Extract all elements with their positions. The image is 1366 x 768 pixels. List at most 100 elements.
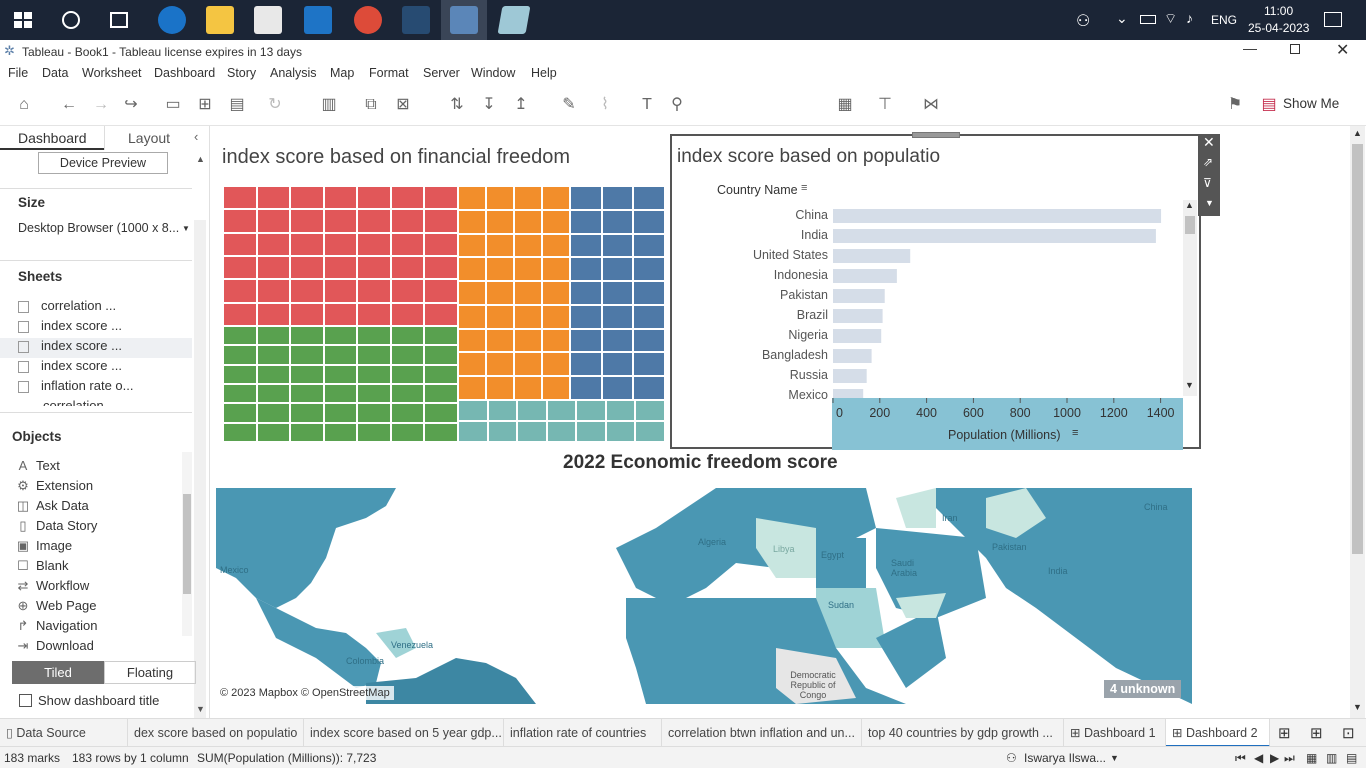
refresh-icon[interactable]: ↻	[268, 96, 282, 113]
treemap-cell[interactable]	[256, 209, 291, 233]
dash-scroll-up-icon[interactable]: ▲	[1353, 128, 1362, 138]
treemap-cell[interactable]	[390, 232, 425, 256]
treemap-cell[interactable]	[390, 345, 425, 365]
dash-scroll-thumb[interactable]	[1352, 144, 1363, 554]
treemap-cell[interactable]	[601, 281, 634, 305]
treemap-cell[interactable]	[290, 345, 324, 365]
treemap-cell[interactable]	[458, 376, 486, 400]
treemap-cell[interactable]	[514, 376, 542, 400]
new-worksheet-icon[interactable]: ▥	[321, 96, 337, 113]
prev-sheet-icon[interactable]: ◀	[1254, 751, 1264, 765]
objects-scrollbar[interactable]	[182, 452, 192, 636]
bar[interactable]	[833, 309, 883, 323]
size-select[interactable]: Desktop Browser (1000 x 8...	[18, 221, 180, 235]
battery-icon[interactable]	[1140, 15, 1156, 24]
treemap-cell[interactable]	[424, 186, 458, 210]
treemap-chart[interactable]	[223, 186, 665, 442]
chart-scroll-thumb[interactable]	[1185, 216, 1195, 234]
treemap-cell[interactable]	[458, 233, 486, 258]
treemap-cell[interactable]	[633, 376, 665, 400]
treemap-cell[interactable]	[542, 209, 570, 234]
tab-sheet[interactable]: top 40 countries by gdp growth ...	[862, 719, 1064, 747]
treemap-cell[interactable]	[514, 352, 542, 377]
swap-icon[interactable]: ⇅	[450, 96, 464, 113]
object-download[interactable]: ⇥ Download	[17, 638, 94, 653]
object-image[interactable]: ▣ Image	[16, 538, 73, 553]
windows-start-icon[interactable]	[14, 12, 32, 28]
tab-data-source[interactable]: ▯ Data Source	[0, 719, 128, 747]
close-window-button[interactable]: ✕	[1336, 42, 1350, 59]
floating-button[interactable]: Floating	[104, 661, 196, 684]
treemap-cell[interactable]	[601, 233, 634, 258]
treemap-cell[interactable]	[256, 279, 291, 303]
treemap-cell[interactable]	[357, 326, 391, 346]
country-label[interactable]: Russia	[790, 368, 828, 382]
bar[interactable]	[833, 349, 872, 363]
treemap-cell[interactable]	[323, 232, 358, 256]
new-story-tab-icon[interactable]: ⊡	[1342, 725, 1355, 742]
treemap-cell[interactable]	[633, 352, 665, 377]
dash-scroll-down-icon[interactable]: ▼	[1353, 702, 1362, 712]
treemap-cell[interactable]	[424, 326, 458, 346]
pin-icon[interactable]: ⚲	[671, 96, 683, 113]
treemap-cell[interactable]	[514, 233, 542, 258]
treemap-cell[interactable]	[256, 232, 291, 256]
treemap-cell[interactable]	[458, 304, 486, 329]
treemap-cell[interactable]	[542, 328, 570, 353]
treemap-cell[interactable]	[290, 403, 324, 423]
object-text[interactable]: A Text	[16, 458, 60, 478]
country-label[interactable]: Mexico	[788, 388, 828, 400]
treemap-cell[interactable]	[290, 302, 324, 326]
chart-scroll-down-icon[interactable]: ▼	[1185, 380, 1194, 390]
treemap-cell[interactable]	[323, 256, 358, 280]
country-label[interactable]: United States	[753, 248, 828, 262]
last-sheet-icon[interactable]: ⏭	[1284, 751, 1295, 765]
treemap-cell[interactable]	[570, 233, 602, 258]
treemap-cell[interactable]	[514, 304, 542, 329]
treemap-cell[interactable]	[357, 279, 391, 303]
menu-worksheet[interactable]: Worksheet	[82, 66, 142, 80]
tab-layout[interactable]: Layout	[104, 126, 190, 150]
treemap-cell[interactable]	[357, 384, 391, 404]
treemap-cell[interactable]	[486, 233, 514, 258]
people-icon[interactable]: ⚇	[1076, 13, 1091, 30]
treemap-cell[interactable]	[517, 400, 547, 421]
share-icon[interactable]: ⋈	[923, 96, 939, 113]
object-navigation[interactable]: ↱ Navigation	[17, 618, 98, 633]
treemap-cell[interactable]	[256, 364, 291, 384]
minimize-button[interactable]: —	[1243, 40, 1257, 56]
tab-sheet[interactable]: dex score based on populatio	[128, 719, 304, 747]
treemap-cell[interactable]	[542, 186, 570, 210]
labels-icon[interactable]: T	[642, 96, 652, 113]
object-extension[interactable]: ⚙ Extension	[17, 478, 94, 493]
treemap-cell[interactable]	[390, 256, 425, 280]
treemap-cell[interactable]	[605, 400, 636, 421]
treemap-cell[interactable]	[633, 304, 665, 329]
menu-dashboard[interactable]: Dashboard	[154, 66, 216, 80]
tableau-prep-icon[interactable]	[402, 6, 430, 34]
scroll-up-icon[interactable]: ▲	[196, 154, 205, 164]
pause-updates-icon[interactable]: ▤	[229, 96, 245, 113]
treemap-cell[interactable]	[323, 186, 358, 210]
treemap-cell[interactable]	[390, 186, 425, 210]
filmstrip-icon[interactable]: ▦	[1306, 751, 1318, 765]
remove-icon[interactable]: ✕	[1203, 134, 1215, 150]
object-web-page[interactable]: ⊕ Web Page	[17, 598, 97, 613]
treemap-cell[interactable]	[256, 403, 291, 423]
treemap-cell[interactable]	[390, 302, 425, 326]
menu-format[interactable]: Format	[369, 66, 409, 80]
tiled-button[interactable]: Tiled	[12, 661, 104, 684]
treemap-cell[interactable]	[458, 209, 486, 234]
show-me-icon[interactable]: ▤	[1261, 96, 1277, 113]
treemap-cell[interactable]	[514, 281, 542, 305]
menu-file[interactable]: File	[8, 66, 29, 80]
menu-server[interactable]: Server	[423, 66, 460, 80]
treemap-cell[interactable]	[290, 279, 324, 303]
size-chevron-icon[interactable]: ▼	[182, 224, 190, 233]
treemap-cell[interactable]	[570, 376, 602, 400]
treemap-cell[interactable]	[357, 256, 391, 280]
treemap-cell[interactable]	[424, 256, 458, 280]
treemap-cell[interactable]	[514, 209, 542, 234]
axis-sort-icon[interactable]: ≡	[1072, 427, 1079, 439]
treemap-cell[interactable]	[542, 304, 570, 329]
